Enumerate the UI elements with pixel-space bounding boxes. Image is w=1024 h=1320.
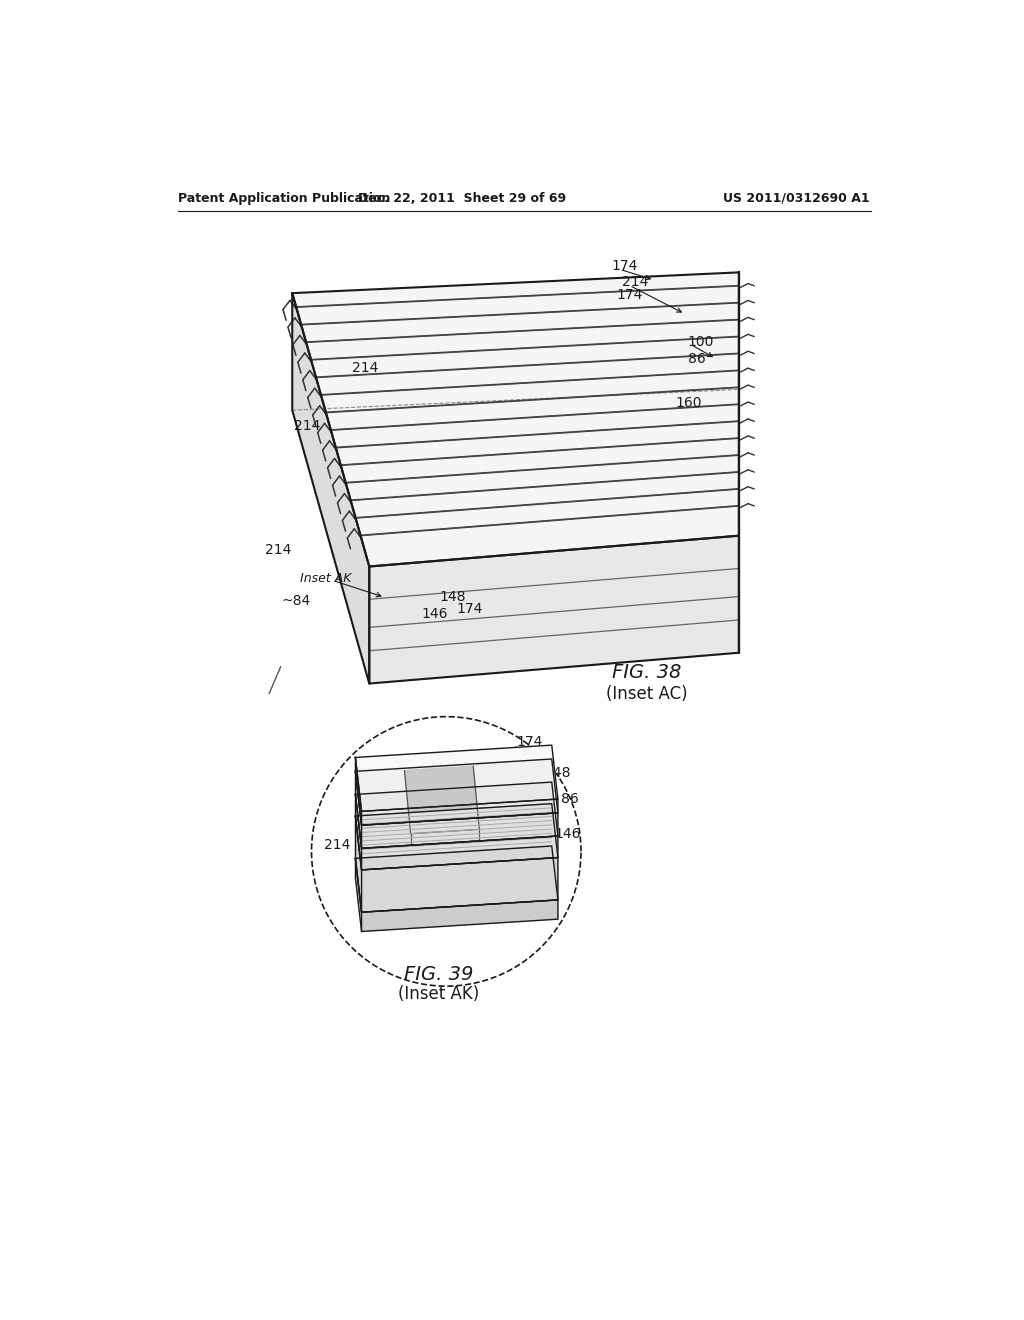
Text: (Inset AK): (Inset AK) bbox=[398, 985, 479, 1003]
Text: 214: 214 bbox=[324, 838, 350, 853]
Polygon shape bbox=[355, 771, 361, 849]
Text: 214: 214 bbox=[622, 275, 648, 289]
Polygon shape bbox=[404, 766, 479, 834]
Polygon shape bbox=[355, 795, 361, 870]
Polygon shape bbox=[361, 900, 558, 932]
Text: US 2011/0312690 A1: US 2011/0312690 A1 bbox=[723, 191, 869, 205]
Text: 214: 214 bbox=[295, 420, 321, 433]
Polygon shape bbox=[355, 816, 361, 912]
Text: Patent Application Publication: Patent Application Publication bbox=[178, 191, 391, 205]
Polygon shape bbox=[355, 781, 558, 849]
Polygon shape bbox=[292, 272, 739, 566]
Polygon shape bbox=[355, 858, 361, 932]
Text: 100: 100 bbox=[506, 858, 532, 873]
Text: 174: 174 bbox=[456, 602, 482, 616]
Text: 86: 86 bbox=[560, 792, 579, 807]
Polygon shape bbox=[355, 804, 558, 870]
Polygon shape bbox=[370, 536, 739, 684]
Text: FIG. 39: FIG. 39 bbox=[403, 965, 473, 985]
Polygon shape bbox=[292, 293, 370, 684]
Text: 160: 160 bbox=[676, 396, 702, 411]
Polygon shape bbox=[355, 744, 558, 812]
Text: 148: 148 bbox=[439, 590, 466, 605]
Text: 214: 214 bbox=[352, 360, 379, 375]
Text: FIG. 38: FIG. 38 bbox=[611, 663, 681, 682]
Text: 146: 146 bbox=[555, 828, 582, 841]
Text: 174: 174 bbox=[516, 735, 543, 748]
Text: 174: 174 bbox=[611, 259, 638, 273]
Text: Inset AK: Inset AK bbox=[300, 572, 351, 585]
Polygon shape bbox=[361, 799, 558, 825]
Polygon shape bbox=[355, 846, 558, 912]
Text: 146: 146 bbox=[422, 607, 447, 622]
Text: 100: 100 bbox=[687, 335, 714, 348]
Polygon shape bbox=[361, 813, 558, 849]
Text: 148: 148 bbox=[545, 766, 571, 780]
Text: (Inset AC): (Inset AC) bbox=[605, 685, 687, 702]
Polygon shape bbox=[361, 858, 558, 912]
Polygon shape bbox=[355, 758, 361, 825]
Polygon shape bbox=[411, 829, 479, 845]
Text: Dec. 22, 2011  Sheet 29 of 69: Dec. 22, 2011 Sheet 29 of 69 bbox=[357, 191, 565, 205]
Text: 214: 214 bbox=[265, 543, 292, 557]
Text: 86: 86 bbox=[688, 351, 706, 366]
Polygon shape bbox=[361, 836, 558, 870]
Text: 174: 174 bbox=[616, 289, 643, 302]
Text: ~84: ~84 bbox=[282, 594, 310, 609]
Polygon shape bbox=[355, 759, 558, 825]
